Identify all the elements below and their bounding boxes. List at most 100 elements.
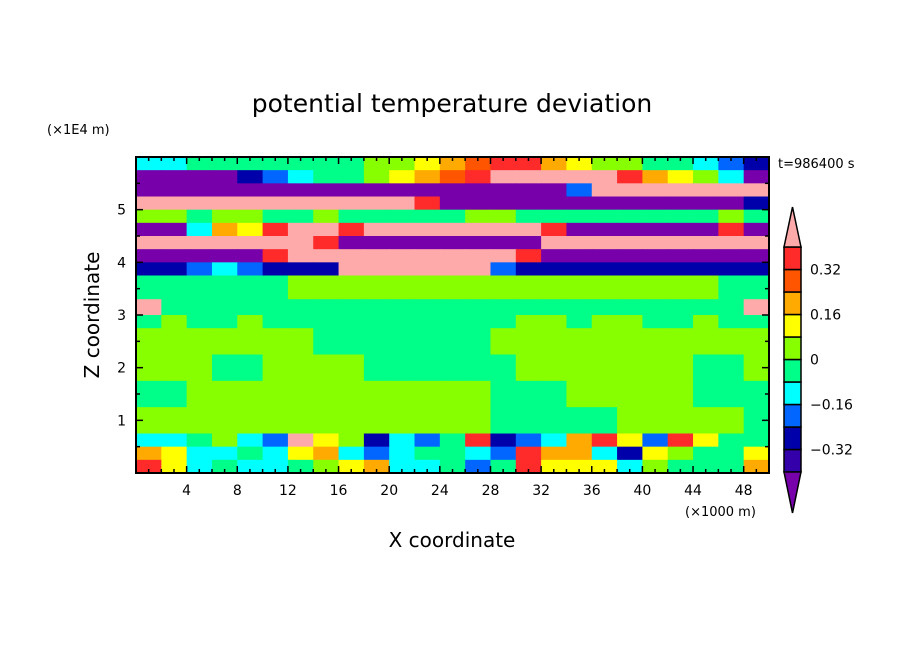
contour-cell (136, 170, 162, 184)
contour-cell (515, 170, 542, 184)
contour-cell (136, 236, 162, 250)
contour-cell (465, 433, 492, 448)
contour-cell (465, 196, 492, 211)
contour-cell (566, 446, 593, 461)
contour-cell (136, 275, 162, 300)
contour-cell (515, 433, 542, 448)
contour-cell (439, 433, 466, 448)
contour-cell (617, 209, 643, 224)
contour-cell (693, 407, 719, 435)
contour-cell (161, 157, 188, 171)
contour-cell (667, 380, 694, 408)
contour-cell (642, 407, 669, 435)
contour-cell (313, 315, 340, 329)
contour-cell (465, 328, 492, 356)
contour-cell (591, 262, 618, 277)
contour-cell (439, 196, 466, 211)
contour-cell (186, 170, 213, 184)
contour-cell (617, 157, 643, 171)
contour-cell (515, 354, 542, 382)
contour-cell (515, 380, 542, 408)
contour-cell (541, 170, 568, 184)
contour-cell (363, 354, 390, 382)
contour-cell (591, 157, 618, 171)
contour-cell (490, 433, 517, 448)
contour-cell (237, 446, 264, 461)
contour-cell (642, 209, 669, 224)
contour-cell (313, 380, 340, 408)
contour-cell (363, 262, 390, 277)
contour-cell (439, 170, 466, 184)
contour-cell (541, 328, 568, 356)
contour-cell (465, 262, 492, 277)
contour-cell (313, 275, 340, 300)
contour-cell (667, 315, 694, 329)
contour-cell (490, 380, 517, 408)
contour-cell (237, 196, 264, 211)
contour-cell (287, 433, 314, 448)
contour-cell (591, 380, 618, 408)
colorbar-under-triangle (783, 471, 802, 514)
contour-cell (490, 354, 517, 382)
contour-cell (287, 315, 314, 329)
contour-cell (237, 328, 264, 356)
contour-cell (743, 275, 770, 300)
contour-cell (693, 262, 719, 277)
colorbar-label: 0 (810, 353, 819, 369)
contour-cell (211, 380, 238, 408)
contour-cell (718, 183, 745, 198)
colorbar-label: 0.32 (810, 263, 841, 279)
contour-cell (136, 328, 162, 356)
contour-cell (136, 299, 162, 316)
contour-cell (439, 209, 466, 224)
contour-cell (287, 157, 314, 171)
contour-cell (591, 183, 618, 198)
contour-cell (566, 249, 593, 263)
contour-cell (161, 299, 188, 316)
contour-cell (591, 222, 618, 237)
contour-cell (541, 459, 568, 474)
contour-cell (287, 236, 314, 250)
contour-cell (642, 315, 669, 329)
contour-cell (363, 222, 390, 237)
contour-cell (617, 249, 643, 263)
contour-cell (591, 249, 618, 263)
contour-cell (161, 222, 188, 237)
contour-cell (211, 262, 238, 277)
contour-cell (642, 433, 669, 448)
contour-cell (566, 196, 593, 211)
contour-cell (186, 407, 213, 435)
contour-cell (566, 407, 593, 435)
contour-cell (389, 222, 416, 237)
contour-cell (439, 157, 466, 171)
contour-cell (693, 275, 719, 300)
contour-cell (693, 380, 719, 408)
contour-cell (490, 249, 517, 263)
contour-cell (363, 183, 390, 198)
contour-cell (718, 433, 745, 448)
contour-cell (287, 183, 314, 198)
contour-cell (414, 196, 441, 211)
contour-cell (490, 407, 517, 435)
contour-cell (186, 196, 213, 211)
contour-cell (490, 459, 517, 474)
contour-cell (566, 275, 593, 300)
contour-cell (718, 328, 745, 356)
colorbar-swatch (783, 403, 802, 428)
contour-cell (313, 249, 340, 263)
contour-cell (414, 157, 441, 171)
contour-cell (617, 433, 643, 448)
contour-cell (718, 262, 745, 277)
contour-cell (389, 275, 416, 300)
contour-cell (414, 328, 441, 356)
chart-title: potential temperature deviation (252, 89, 652, 118)
contour-cell (313, 354, 340, 382)
contour-cell (414, 433, 441, 448)
contour-cell (363, 433, 390, 448)
y-unit-label: (×1E4 m) (47, 123, 110, 138)
colorbar-swatch (783, 268, 802, 293)
contour-cell (718, 222, 745, 237)
contour-cell (136, 315, 162, 329)
contour-cell (490, 315, 517, 329)
contour-cell (718, 170, 745, 184)
